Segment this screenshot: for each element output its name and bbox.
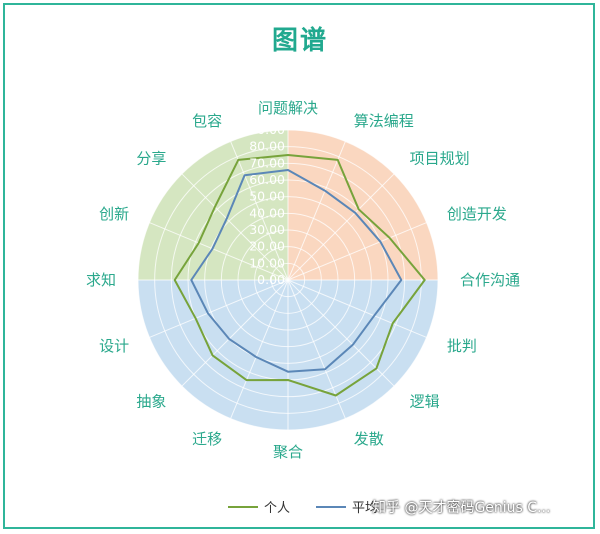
legend-item-0: 个人: [228, 497, 290, 516]
category-label-8: 聚合: [273, 443, 303, 461]
category-label-7: 发散: [354, 430, 384, 448]
category-label-3: 创造开发: [447, 205, 507, 223]
category-label-0: 问题解决: [258, 99, 318, 117]
series-line-1: [190, 169, 403, 373]
category-label-9: 迁移: [192, 430, 222, 448]
legend: 个人 平均: [228, 497, 404, 516]
tick-label-6: 60.00: [249, 172, 285, 187]
category-label-12: 求知: [86, 271, 116, 289]
tick-label-9: 90.00: [249, 122, 285, 137]
spoke-9: [230, 279, 289, 419]
spoke-3: [287, 222, 427, 281]
category-label-6: 逻辑: [410, 393, 440, 411]
spoke-5: [287, 279, 427, 338]
spoke-11: [149, 279, 289, 338]
tick-label-4: 40.00: [249, 205, 285, 220]
category-label-11: 设计: [99, 337, 129, 355]
category-label-4: 合作沟通: [460, 271, 520, 289]
spoke-10: [181, 279, 289, 387]
spoke-2: [287, 173, 395, 281]
spoke-15: [230, 141, 289, 281]
category-label-5: 批判: [447, 337, 477, 355]
chart-title: 图谱: [271, 26, 328, 56]
tick-label-5: 50.00: [249, 189, 285, 204]
tick-label-3: 30.00: [249, 222, 285, 237]
tick-label-7: 70.00: [249, 155, 285, 170]
tick-label-2: 20.00: [249, 239, 285, 254]
legend-swatch-0: [228, 505, 258, 508]
category-label-10: 抽象: [136, 393, 166, 411]
tick-label-0: 0.00: [257, 272, 285, 287]
spoke-1: [287, 141, 346, 281]
category-label-2: 项目规划: [410, 149, 470, 167]
category-label-14: 分享: [136, 149, 166, 167]
spoke-13: [149, 222, 289, 281]
category-label-1: 算法编程: [354, 112, 414, 130]
legend-label-1: 平均: [352, 501, 379, 516]
category-label-13: 创新: [99, 205, 129, 223]
legend-item-1: 平均: [316, 497, 378, 516]
legend-label-0: 个人: [264, 501, 291, 516]
category-label-15: 包容: [192, 112, 222, 130]
spoke-14: [181, 173, 289, 281]
tick-label-1: 10.00: [249, 255, 285, 270]
tick-label-8: 80.00: [249, 139, 285, 154]
watermark: 知乎 @天才密码Genius C...: [372, 500, 551, 516]
legend-swatch-1: [316, 505, 347, 508]
